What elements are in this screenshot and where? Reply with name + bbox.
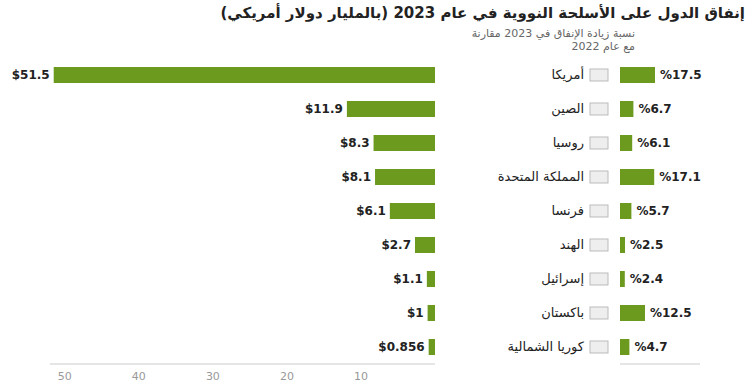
svg-text:إسرائيل: إسرائيل <box>541 271 584 287</box>
svg-text:%5.7: %5.7 <box>636 204 669 218</box>
svg-text:$11.9: $11.9 <box>305 102 343 116</box>
html-text:إنفاق الدول على الأسلحة النووي: إنفاق الدول على الأسلحة النووية في عام 2… <box>220 4 745 22</box>
svg-text:20: 20 <box>280 370 294 383</box>
svg-text:$0.856: $0.856 <box>378 340 424 354</box>
svg-text:باكستان: باكستان <box>541 305 584 320</box>
svg-text:10: 10 <box>354 370 368 383</box>
svg-text:$8.3: $8.3 <box>340 136 370 150</box>
svg-text:%2.5: %2.5 <box>630 238 663 252</box>
svg-text:30: 30 <box>206 370 220 383</box>
svg-text:روسيا: روسيا <box>553 135 584 151</box>
svg-text:%12.5: %12.5 <box>650 306 692 320</box>
svg-text:40: 40 <box>132 370 146 383</box>
svg-text:%17.5: %17.5 <box>660 68 702 82</box>
svg-text:%6.7: %6.7 <box>638 102 671 116</box>
svg-text:$51.5: $51.5 <box>12 68 50 82</box>
svg-text:أمريكا: أمريكا <box>551 66 584 83</box>
svg-text:الصين: الصين <box>551 101 584 117</box>
svg-text:50: 50 <box>58 370 72 383</box>
svg-text:%4.7: %4.7 <box>634 340 667 354</box>
svg-text:كوريا الشمالية: كوريا الشمالية <box>508 339 585 355</box>
svg-text:%17.1: %17.1 <box>659 170 701 184</box>
svg-text:$8.1: $8.1 <box>341 170 371 184</box>
svg-text:%6.1: %6.1 <box>637 136 670 150</box>
svg-text:$2.7: $2.7 <box>381 238 411 252</box>
svg-text:$6.1: $6.1 <box>356 204 386 218</box>
svg-text:الهند: الهند <box>560 237 584 253</box>
svg-text:$1: $1 <box>407 306 424 320</box>
svg-text:%2.4: %2.4 <box>630 272 663 286</box>
svg-text:المملكة المتحدة: المملكة المتحدة <box>498 169 584 184</box>
svg-text:$1.1: $1.1 <box>393 272 423 286</box>
html-text:نسبة زيادة الإنفاق في 2023 مقا: نسبة زيادة الإنفاق في 2023 مقارنة مع عام… <box>471 27 635 53</box>
svg-text:فرنسا: فرنسا <box>551 203 584 219</box>
